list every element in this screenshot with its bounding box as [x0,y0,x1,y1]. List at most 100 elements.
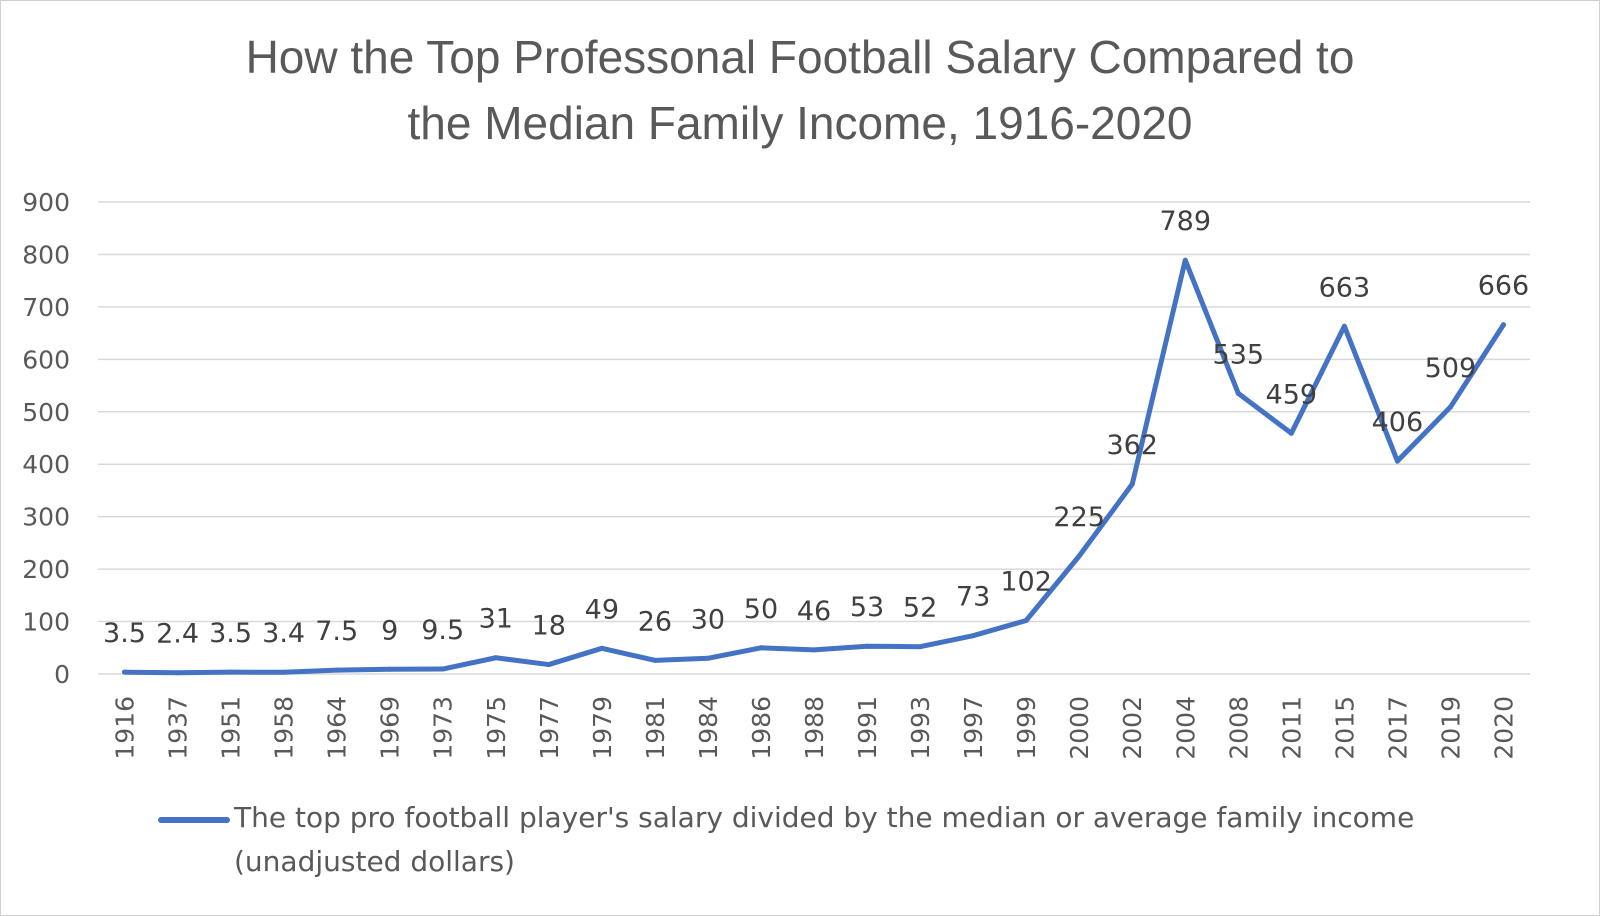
data-label: 3.4 [262,618,305,649]
data-label: 46 [797,596,831,627]
data-point [334,667,340,673]
data-label: 789 [1159,206,1211,237]
data-label: 225 [1053,502,1105,533]
x-tick-label: 2004 [1171,696,1200,760]
x-tick-label: 2020 [1489,696,1518,760]
data-point [122,669,128,675]
data-point [1341,323,1347,329]
data-label: 666 [1478,271,1530,302]
x-tick-label: 1973 [429,696,458,760]
x-tick-label: 1964 [323,696,352,760]
y-tick-label: 600 [22,345,70,374]
legend-text-line-2: (unadjusted dollars) [234,845,515,878]
y-tick-label: 300 [22,503,70,532]
x-tick-label: 2015 [1330,696,1359,760]
x-axis-ticks: 1916 1937 1951 1958 1964 1969 1973 1975 1977 1979… [111,696,1519,760]
x-tick-label: 1937 [164,696,193,760]
y-tick-label: 700 [22,293,70,322]
data-label: 663 [1319,272,1371,303]
data-point [493,655,499,661]
y-tick-label: 400 [22,450,70,479]
x-tick-label: 1958 [270,696,299,760]
data-point [970,633,976,639]
x-tick-label: 2002 [1118,696,1147,760]
data-point [281,669,287,675]
x-tick-label: 1916 [111,696,140,760]
y-tick-label: 100 [22,608,70,637]
data-label: 535 [1213,339,1265,370]
data-point [546,662,552,668]
data-label: 49 [585,594,619,625]
data-label: 406 [1372,407,1424,438]
y-axis-ticks: 0 100 200 300 400 500 600 700 800 900 [22,188,70,689]
data-point [705,655,711,661]
x-tick-label: 2011 [1277,696,1306,760]
x-tick-label: 1991 [853,696,882,760]
x-tick-label: 1977 [535,696,564,760]
data-point [1394,458,1400,464]
y-tick-label: 900 [22,188,70,217]
data-point [811,647,817,653]
x-tick-label: 1951 [217,696,246,760]
data-point [1023,618,1029,624]
data-label: 52 [903,593,937,624]
legend-swatch [158,817,230,823]
y-tick-label: 800 [22,240,70,269]
legend-entry: The top pro football player's salary div… [234,796,1464,884]
data-point [1288,430,1294,436]
data-point [228,669,234,675]
data-label: 2.4 [156,619,199,650]
data-point [652,657,658,663]
data-labels: 3.5 2.4 3.5 3.4 7.5 9 9.5 31 18 49 26 30 50 46 53 52 73 1… [103,206,1529,650]
data-label: 30 [691,604,725,635]
data-label: 9.5 [421,615,464,646]
data-point [387,666,393,672]
data-label: 73 [956,582,990,613]
data-point [1182,257,1188,263]
series-line-layer [122,257,1506,676]
legend-text-line-1: The top pro football player's salary div… [234,801,1415,834]
x-tick-label: 2000 [1065,696,1094,760]
data-label: 362 [1106,430,1158,461]
data-label: 9 [381,615,398,646]
x-tick-label: 1981 [641,696,670,760]
data-point [440,666,446,672]
data-point [175,670,181,676]
x-tick-label: 1988 [800,696,829,760]
data-label: 509 [1425,353,1477,384]
data-label: 53 [850,592,884,623]
data-label: 7.5 [315,616,358,647]
x-tick-label: 2008 [1224,696,1253,760]
data-point [864,643,870,649]
chart-title-line-2: the Median Family Income, 1916-2020 [407,97,1193,149]
x-tick-label: 1984 [694,696,723,760]
x-tick-label: 1979 [588,696,617,760]
x-tick-label: 1997 [959,696,988,760]
data-point [1235,390,1241,396]
data-label: 3.5 [103,618,146,649]
data-label: 18 [532,611,566,642]
data-point [1129,481,1135,487]
data-label: 3.5 [209,618,252,649]
x-tick-label: 2019 [1436,696,1465,760]
y-tick-label: 200 [22,555,70,584]
x-tick-label: 1999 [1012,696,1041,760]
data-label: 26 [638,606,672,637]
x-tick-label: 2017 [1383,696,1412,760]
gridlines [98,201,1530,675]
x-tick-label: 1975 [482,696,511,760]
data-point [1447,404,1453,410]
data-point [599,645,605,651]
data-label: 102 [1000,567,1052,598]
x-tick-label: 1969 [376,696,405,760]
chart-title-line-1: How the Top Professonal Football Salary … [245,31,1355,83]
data-label: 50 [744,594,778,625]
data-point [758,645,764,651]
y-tick-label: 500 [22,398,70,427]
data-point [1076,553,1082,559]
y-tick-label: 0 [54,660,70,689]
data-point [1500,322,1506,328]
chart-title: How the Top Professonal Football Salary … [0,24,1600,156]
